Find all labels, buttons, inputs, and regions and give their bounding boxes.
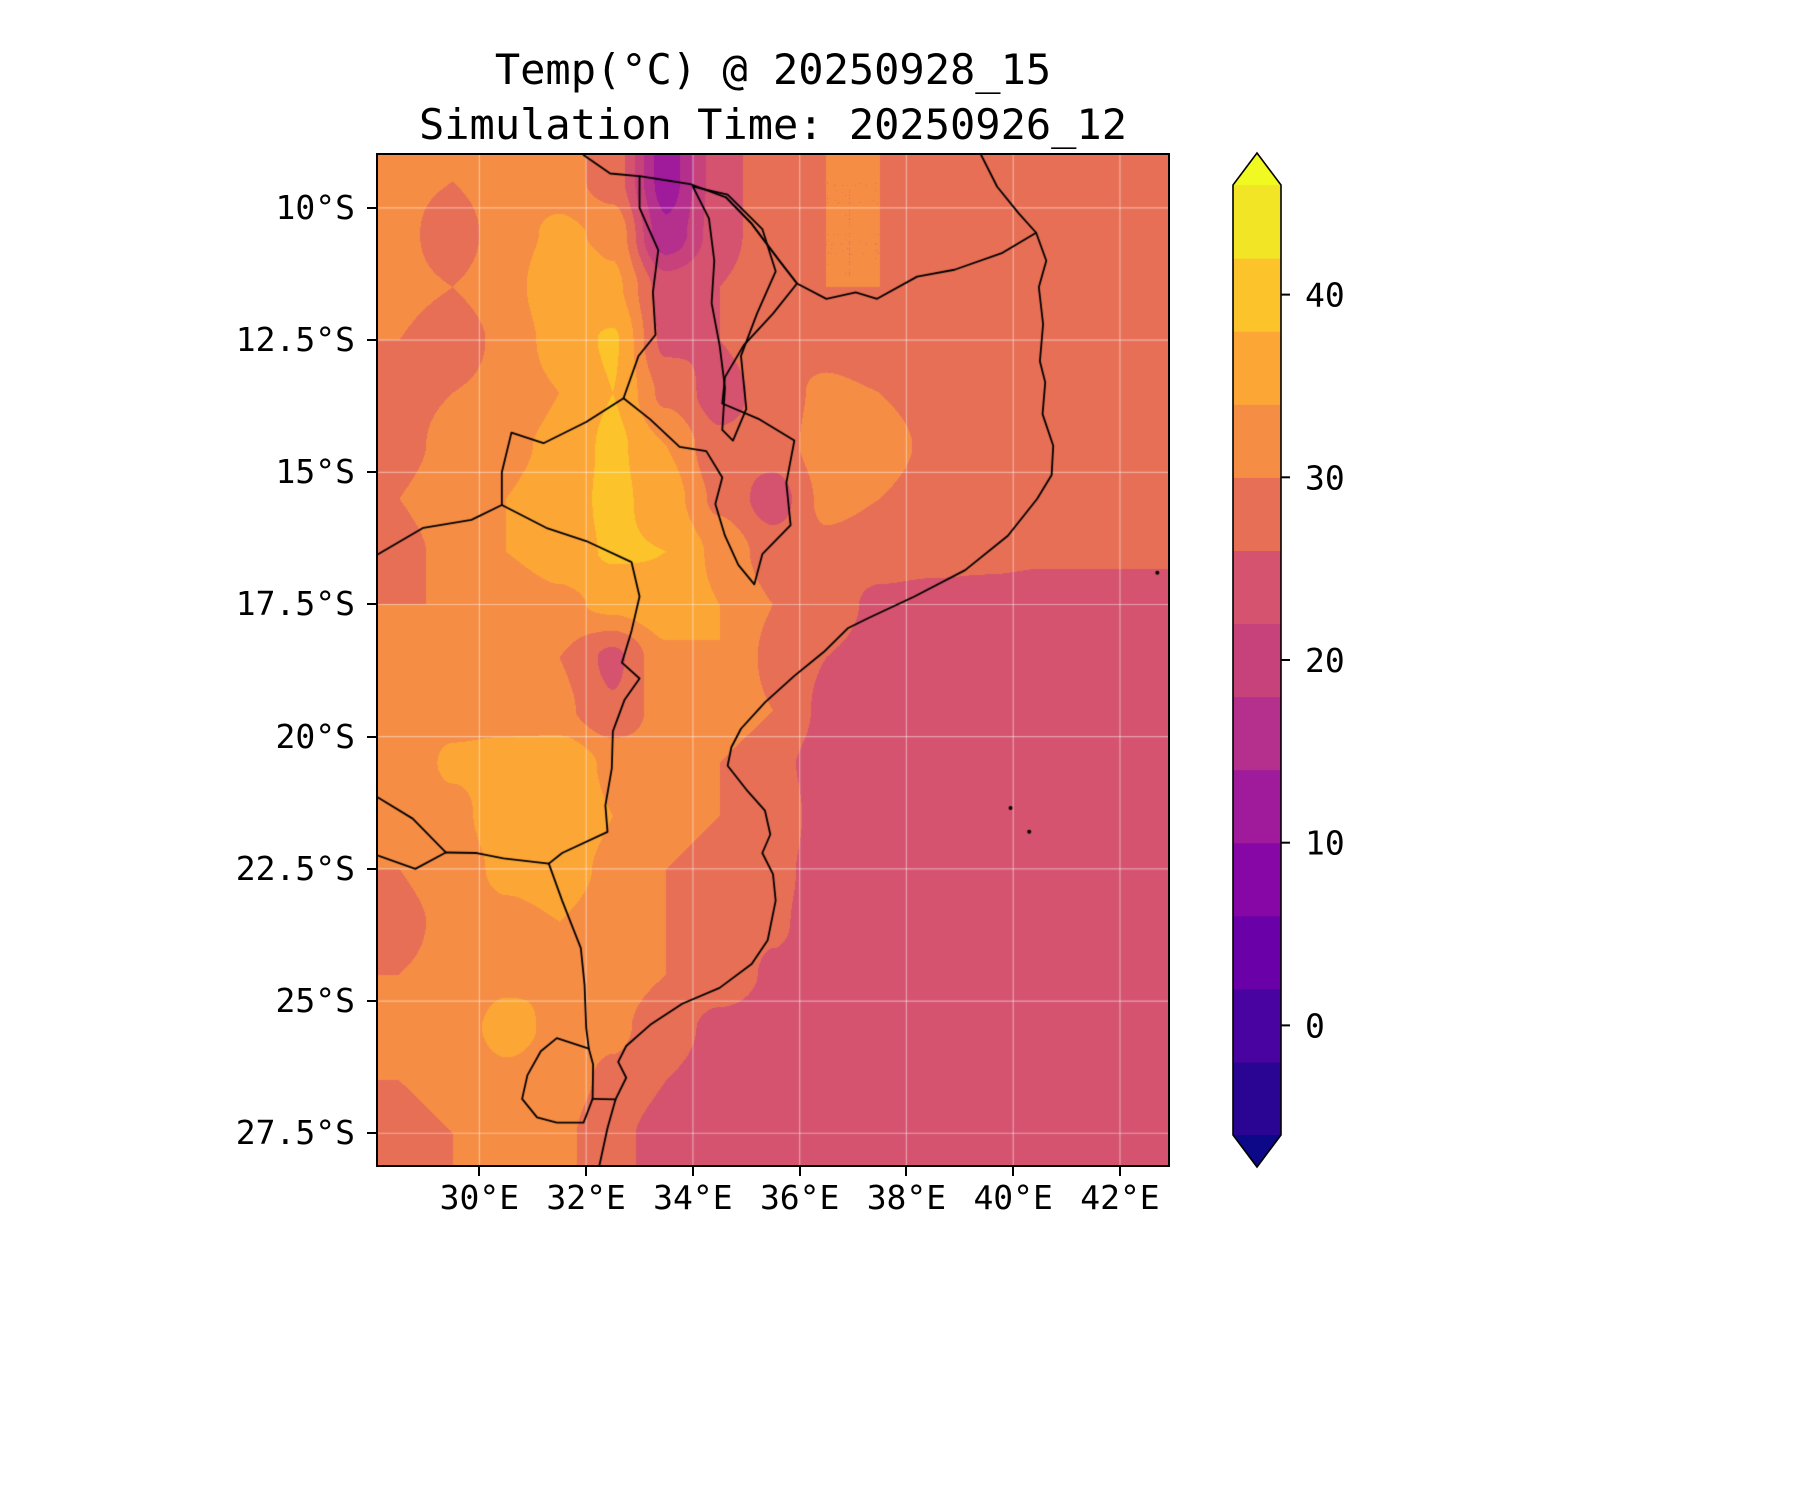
lon-tick-label: 38°E bbox=[866, 1178, 947, 1217]
lat-tick-label: 22.5°S bbox=[235, 848, 355, 888]
colorbar-band bbox=[1233, 1061, 1281, 1136]
lon-tick-label: 40°E bbox=[973, 1178, 1053, 1217]
lon-tick-mark bbox=[691, 1167, 694, 1176]
lat-tick-mark bbox=[367, 339, 376, 342]
colorbar-over-arrow bbox=[1233, 153, 1281, 185]
lat-tick-mark bbox=[367, 603, 376, 606]
colorbar-tick-label: 0 bbox=[1305, 1006, 1325, 1045]
lat-tick-mark bbox=[367, 867, 376, 870]
lat-tick-label: 15°S bbox=[275, 452, 355, 492]
figure-title: Temp(°C) @ 20250928_15 Simulation Time: … bbox=[378, 42, 1168, 153]
colorbar-band bbox=[1233, 696, 1281, 771]
lon-tick-mark bbox=[1012, 1167, 1015, 1176]
lon-tick-mark bbox=[798, 1167, 801, 1176]
colorbar-band bbox=[1233, 331, 1281, 405]
lon-tick-label: 42°E bbox=[1080, 1178, 1160, 1217]
lat-tick-label: 12.5°S bbox=[235, 320, 355, 360]
colorbar-band bbox=[1233, 550, 1281, 625]
temperature-heatmap-canvas bbox=[378, 155, 1168, 1165]
colorbar-band bbox=[1233, 623, 1281, 698]
colorbar: 40 30 20 10 0 bbox=[1232, 151, 1345, 1169]
lat-tick-mark bbox=[367, 735, 376, 738]
lon-tick-mark bbox=[478, 1167, 481, 1176]
colorbar-band bbox=[1233, 842, 1281, 917]
lon-tick-label: 34°E bbox=[653, 1178, 733, 1217]
lon-tick-mark bbox=[1118, 1167, 1121, 1176]
lat-tick-mark bbox=[367, 471, 376, 474]
colorbar-tick-label: 20 bbox=[1305, 641, 1345, 680]
lat-tick-mark bbox=[367, 1132, 376, 1135]
colorbar-band bbox=[1233, 258, 1281, 332]
title-line-1: Temp(°C) @ 20250928_15 bbox=[494, 45, 1052, 94]
lon-tick-label: 32°E bbox=[546, 1178, 626, 1217]
colorbar-under-arrow bbox=[1233, 1135, 1281, 1167]
colorbar-band bbox=[1233, 915, 1281, 990]
colorbar-tick-label: 30 bbox=[1305, 458, 1345, 497]
colorbar-band bbox=[1233, 185, 1281, 259]
lat-tick-label: 20°S bbox=[275, 716, 355, 756]
colorbar-band bbox=[1233, 477, 1281, 551]
lat-tick-label: 27.5°S bbox=[235, 1113, 355, 1153]
map-axes bbox=[376, 153, 1170, 1167]
lat-tick-mark bbox=[367, 1000, 376, 1003]
colorbar-band bbox=[1233, 769, 1281, 844]
lat-tick-label: 17.5°S bbox=[235, 584, 355, 624]
lat-tick-label: 25°S bbox=[275, 981, 355, 1021]
title-line-2: Simulation Time: 20250926_12 bbox=[418, 100, 1127, 150]
lon-tick-label: 30°E bbox=[439, 1178, 520, 1217]
lon-tick-mark bbox=[585, 1167, 588, 1176]
colorbar-band bbox=[1233, 404, 1281, 478]
colorbar-outline bbox=[1232, 151, 1282, 1169]
colorbar-band bbox=[1233, 988, 1281, 1063]
lat-tick-label: 10°S bbox=[275, 187, 355, 227]
colorbar-tick-label: 40 bbox=[1305, 276, 1345, 315]
colorbar-tick-label: 10 bbox=[1305, 824, 1345, 863]
lon-tick-label: 36°E bbox=[759, 1178, 840, 1217]
lon-tick-mark bbox=[905, 1167, 908, 1176]
lat-tick-mark bbox=[367, 206, 376, 209]
